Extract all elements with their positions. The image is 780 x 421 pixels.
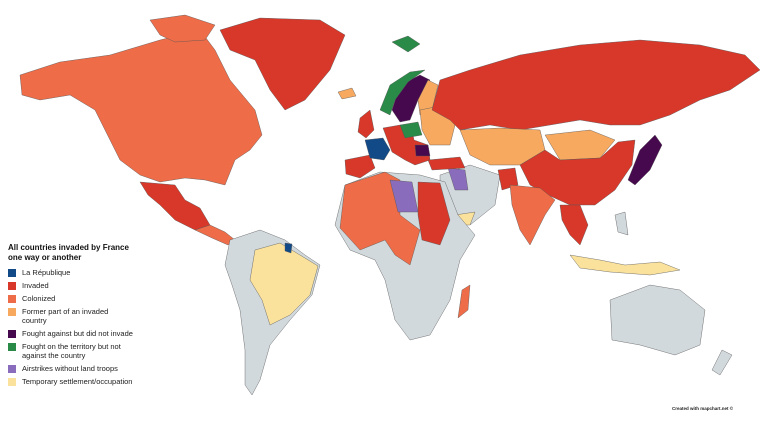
region-north-america — [19, 29, 263, 186]
legend-swatch — [8, 282, 16, 290]
region-iceland — [337, 87, 357, 100]
region-finland — [417, 79, 439, 116]
region-philippines — [614, 211, 629, 236]
region-japan — [627, 134, 663, 186]
region-romania — [414, 144, 431, 157]
region-afghanistan — [497, 167, 519, 191]
region-greenland — [219, 17, 346, 111]
legend-item-temporary: Temporary settlement/occupation — [8, 377, 133, 386]
region-poland — [399, 121, 423, 139]
legend-label: Former part of an invaded country — [22, 307, 109, 325]
region-egypt-sudan — [417, 181, 451, 246]
legend-label: Airstrikes without land troops — [22, 364, 118, 373]
region-central-america — [194, 224, 236, 246]
legend-item-la-republique: La République — [8, 268, 133, 277]
legend-item-former-part: Former part of an invaded country — [8, 307, 133, 325]
region-mongolia — [544, 129, 616, 161]
region-turkey — [427, 156, 466, 171]
legend: All countries invaded by France one way … — [8, 243, 133, 390]
region-southeast-asia — [559, 204, 589, 246]
legend-label: Colonized — [22, 294, 56, 303]
legend-item-airstrikes: Airstrikes without land troops — [8, 364, 133, 373]
region-canada-islands — [149, 14, 216, 43]
legend-item-fought-against: Fought against but did not invade — [8, 329, 133, 338]
legend-label: La République — [22, 268, 71, 277]
legend-item-colonized: Colonized — [8, 294, 133, 303]
region-indonesia — [569, 254, 681, 276]
credit-text: Created with mapchart.net © — [672, 406, 734, 411]
region-india — [509, 184, 556, 246]
legend-item-invaded: Invaded — [8, 281, 133, 290]
legend-swatch — [8, 365, 16, 373]
region-australia — [609, 284, 706, 356]
legend-item-fought-on-territory: Fought on the territory but not against … — [8, 342, 133, 360]
region-france — [364, 137, 391, 161]
legend-label: Temporary settlement/occupation — [22, 377, 133, 386]
legend-swatch — [8, 308, 16, 316]
legend-label: Fought on the territory but not against … — [22, 342, 121, 360]
legend-swatch — [8, 343, 16, 351]
region-spain — [344, 154, 376, 179]
region-new-zealand — [711, 349, 733, 376]
region-madagascar — [457, 284, 471, 319]
region-uk — [357, 109, 375, 139]
legend-label: Invaded — [22, 281, 49, 290]
legend-title: All countries invaded by France one way … — [8, 243, 129, 262]
legend-swatch — [8, 378, 16, 386]
region-french-guiana — [284, 242, 293, 254]
legend-swatch — [8, 269, 16, 277]
region-svalbard — [391, 35, 421, 53]
region-mexico — [139, 181, 211, 231]
legend-label: Fought against but did not invade — [22, 329, 133, 338]
legend-swatch — [8, 330, 16, 338]
legend-swatch — [8, 295, 16, 303]
region-norway — [379, 69, 426, 116]
region-russia — [431, 39, 761, 131]
region-syria-iraq — [447, 167, 469, 191]
